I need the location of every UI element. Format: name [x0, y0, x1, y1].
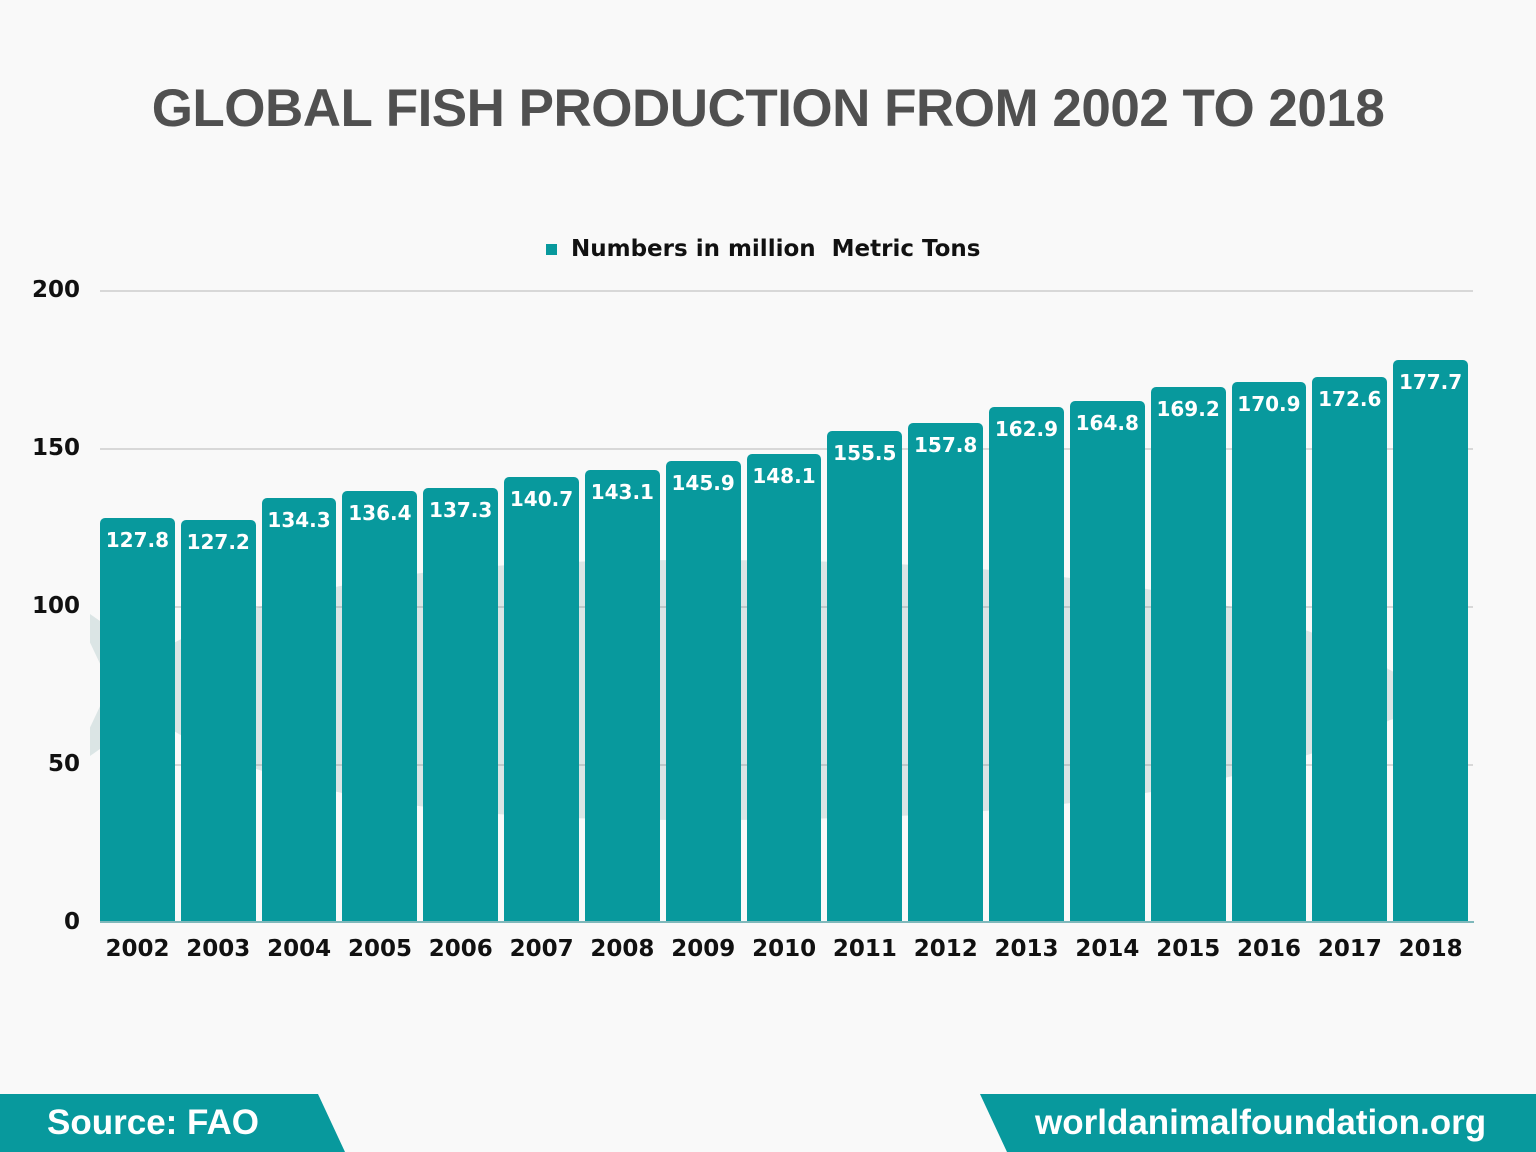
x-tick-label: 2009 [671, 936, 736, 962]
y-tick-label: 150 [31, 435, 80, 461]
x-tick-label: 2018 [1398, 936, 1463, 962]
legend-swatch-icon [546, 243, 557, 255]
y-tick-label: 50 [47, 751, 80, 777]
gridline [100, 448, 1473, 450]
x-tick-label: 2006 [428, 936, 493, 962]
bar-value-label: 169.2 [1156, 397, 1220, 422]
bar-value-label: 127.2 [186, 530, 250, 555]
y-tick-label: 0 [63, 909, 80, 935]
x-tick-label: 2013 [994, 936, 1059, 962]
x-tick-label: 2016 [1237, 936, 1302, 962]
x-tick-label: 2003 [186, 936, 251, 962]
site-banner[interactable]: worldanimalfoundation.org [980, 1094, 1536, 1152]
x-tick-label: 2012 [913, 936, 978, 962]
bar-value-label: 157.8 [914, 433, 978, 458]
bar-2013[interactable]: 162.9 [989, 407, 1064, 922]
site-link[interactable]: worldanimalfoundation.org [1035, 1103, 1487, 1142]
bar-value-label: 140.7 [509, 487, 574, 512]
legend-label: Numbers in million Metric Tons [571, 236, 981, 262]
bar-value-label: 145.9 [671, 470, 735, 495]
bar-value-label: 127.8 [105, 528, 170, 553]
x-tick-label: 2004 [267, 936, 332, 962]
bar-2011[interactable]: 155.5 [827, 430, 903, 922]
chart-legend: Numbers in million Metric Tons [546, 236, 981, 262]
bar-2017[interactable]: 172.6 [1312, 376, 1388, 922]
bar-2004[interactable]: 134.3 [261, 497, 337, 922]
bar-2009[interactable]: 145.9 [665, 460, 741, 922]
bar-value-label: 134.3 [267, 507, 331, 532]
bar-value-label: 155.5 [833, 440, 897, 465]
x-tick-label: 2007 [509, 936, 574, 962]
y-tick-label: 100 [31, 593, 80, 619]
bar-2010[interactable]: 148.1 [746, 454, 822, 922]
x-tick-label: 2008 [590, 936, 655, 962]
bar-value-label: 162.9 [994, 417, 1059, 442]
x-tick-label: 2014 [1075, 936, 1140, 962]
bar-value-label: 172.6 [1318, 386, 1382, 411]
x-tick-label: 2015 [1156, 936, 1221, 962]
chart-title: GLOBAL FISH PRODUCTION FROM 2002 TO 2018 [151, 79, 1385, 138]
x-tick-label: 2011 [832, 936, 897, 962]
x-tick-label: 2002 [105, 936, 170, 962]
x-tick-label: 2017 [1317, 936, 1382, 962]
bar-2008[interactable]: 143.1 [584, 469, 660, 922]
bar-value-label: 137.3 [429, 498, 493, 523]
bar-value-label: 170.9 [1237, 391, 1301, 416]
bar-value-label: 143.1 [590, 479, 654, 504]
x-tick-label: 2005 [347, 936, 412, 962]
bar-2005[interactable]: 136.4 [342, 490, 418, 922]
bar-2006[interactable]: 137.3 [423, 488, 499, 922]
bar-2003[interactable]: 127.2 [180, 520, 256, 922]
bar-value-label: 177.7 [1398, 370, 1463, 395]
source-banner: Source: FAO [0, 1094, 345, 1152]
plot-area: 127.8 127.2 134.3 136.4 137.3 140.7 143.1 145.9… [100, 290, 1474, 922]
x-tick-label: 2010 [752, 936, 817, 962]
source-text: Source: FAO [47, 1103, 259, 1142]
bar-value-label: 148.1 [752, 464, 816, 489]
gridline [100, 290, 1473, 292]
bar-2015[interactable]: 169.2 [1150, 387, 1226, 922]
x-axis-baseline [100, 921, 1474, 923]
bar-2016[interactable]: 170.9 [1231, 381, 1307, 922]
bar-2012[interactable]: 157.8 [908, 423, 984, 922]
bar-2002[interactable]: 127.8 [100, 518, 175, 922]
bar-value-label: 136.4 [348, 500, 412, 525]
y-tick-label: 200 [31, 277, 80, 303]
bar-2018[interactable]: 177.7 [1393, 360, 1468, 922]
bar-value-label: 164.8 [1075, 411, 1139, 436]
bar-2007[interactable]: 140.7 [504, 477, 579, 922]
bar-2014[interactable]: 164.8 [1069, 401, 1145, 922]
